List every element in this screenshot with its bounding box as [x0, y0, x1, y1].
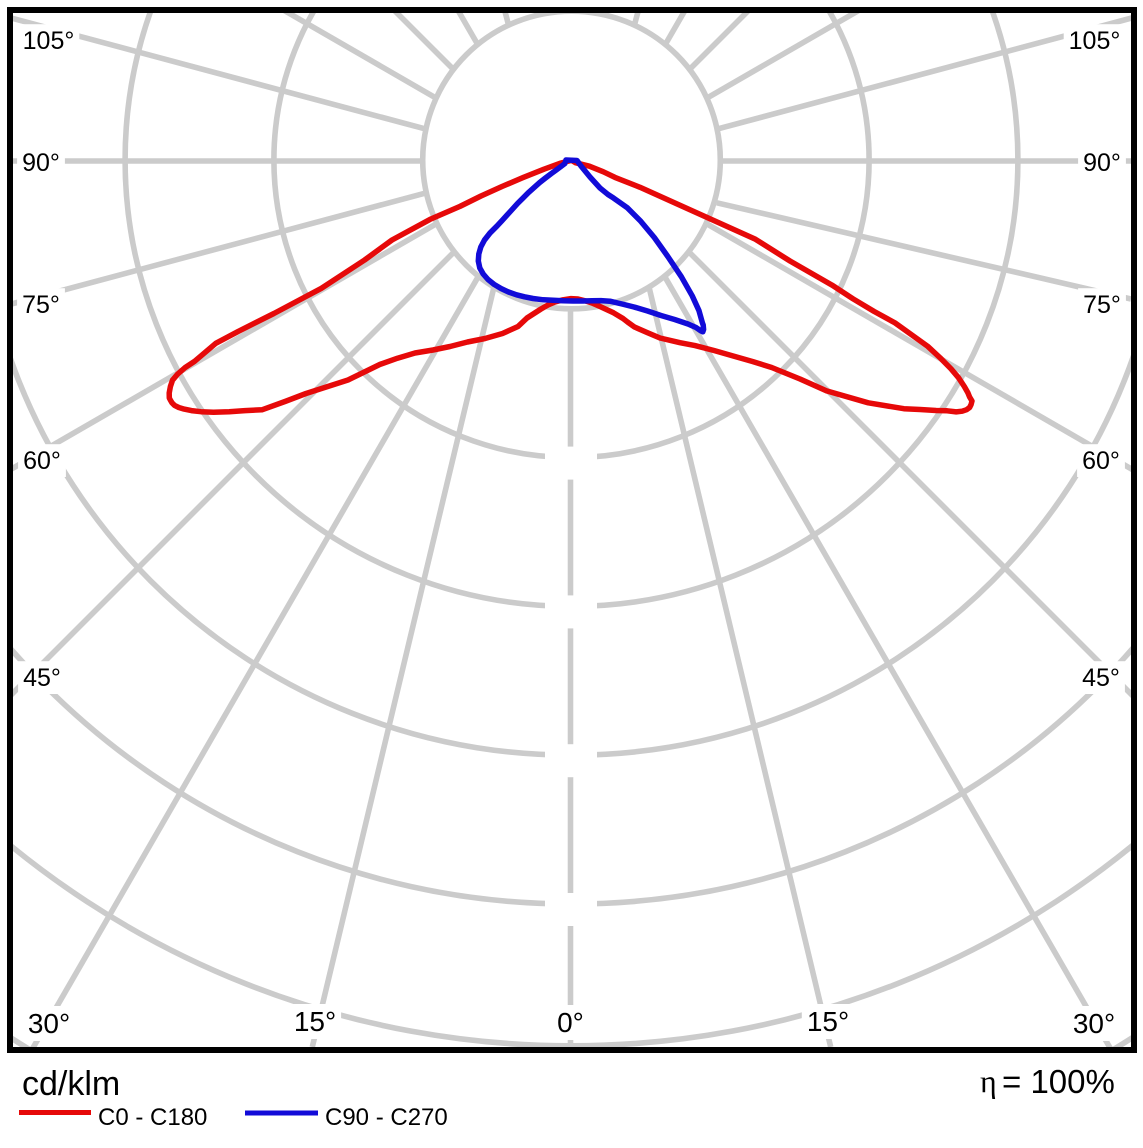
svg-text:45°: 45°	[23, 664, 61, 692]
svg-text:60°: 60°	[1082, 447, 1120, 475]
svg-text:15°: 15°	[294, 1006, 336, 1037]
svg-text:cd/klm: cd/klm	[22, 1065, 120, 1103]
svg-text:η: η	[980, 1063, 997, 1099]
svg-text:60°: 60°	[23, 447, 61, 475]
svg-text:= 100%: = 100%	[1002, 1063, 1115, 1100]
svg-text:105°: 105°	[23, 27, 75, 55]
svg-text:90°: 90°	[22, 149, 60, 177]
svg-text:C0 - C180: C0 - C180	[98, 1104, 207, 1131]
svg-text:30°: 30°	[28, 1008, 70, 1039]
svg-text:15°: 15°	[807, 1006, 849, 1037]
svg-text:75°: 75°	[22, 291, 60, 319]
svg-text:75°: 75°	[1083, 291, 1121, 319]
svg-text:C90 - C270: C90 - C270	[325, 1104, 448, 1131]
svg-text:105°: 105°	[1069, 27, 1121, 55]
svg-text:90°: 90°	[1083, 149, 1121, 177]
svg-text:30°: 30°	[1073, 1008, 1115, 1039]
svg-text:45°: 45°	[1082, 664, 1120, 692]
svg-text:0°: 0°	[557, 1007, 584, 1038]
